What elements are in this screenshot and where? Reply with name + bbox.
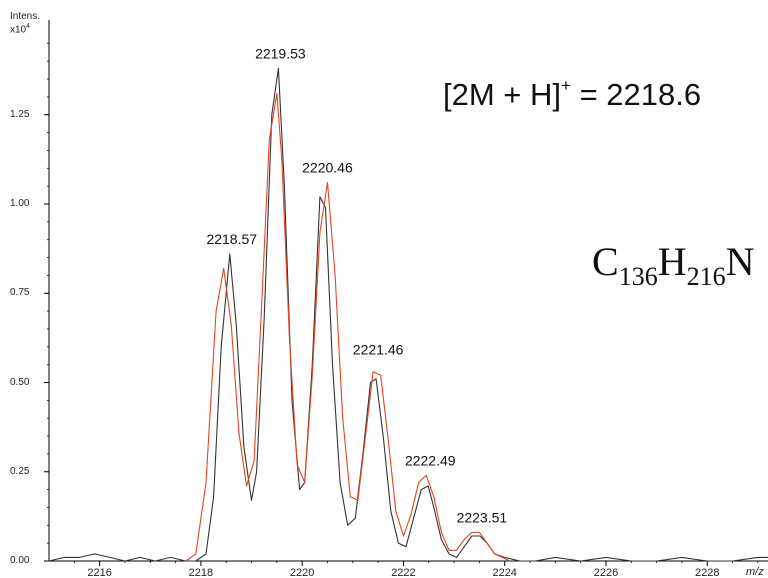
x-axis-unit: m/z: [746, 566, 764, 578]
x-tick-label: 2222: [391, 567, 415, 578]
x-tick-label: 2216: [87, 567, 111, 578]
peak-label: 2220.46: [302, 160, 353, 176]
y-axis-title: Intens. x104: [10, 12, 40, 35]
x-tick-label: 2218: [189, 567, 213, 578]
y-tick-label: 0.25: [10, 465, 30, 477]
y-tick-label: 0.75: [10, 287, 30, 299]
y-axis-multiplier: x104: [10, 23, 31, 36]
peak-label: 2222.49: [405, 452, 456, 468]
x-tick-label: 2220: [290, 567, 314, 578]
theoretical-spectrum-line: [185, 92, 511, 562]
peak-label: 2223.51: [457, 509, 508, 525]
molecular-formula: C136H216N: [592, 239, 755, 291]
y-tick-label: 0.00: [10, 555, 30, 566]
peak-label: 2218.57: [206, 231, 257, 247]
peak-label: 2219.53: [255, 45, 306, 61]
x-tick-label: 2228: [695, 567, 719, 578]
x-tick-label: 2226: [594, 567, 618, 578]
peak-label: 2221.46: [353, 342, 404, 358]
x-tick-label: 2224: [492, 567, 516, 578]
y-tick-label: 0.50: [10, 376, 30, 388]
experimental-spectrum-line: [48, 67, 768, 562]
y-tick-label: 1.00: [10, 198, 30, 209]
ion-annotation: [2M + H]+ = 2218.6: [443, 76, 702, 112]
y-tick-label: 1.25: [10, 108, 30, 120]
y-axis-title-text: Intens.: [10, 11, 41, 22]
